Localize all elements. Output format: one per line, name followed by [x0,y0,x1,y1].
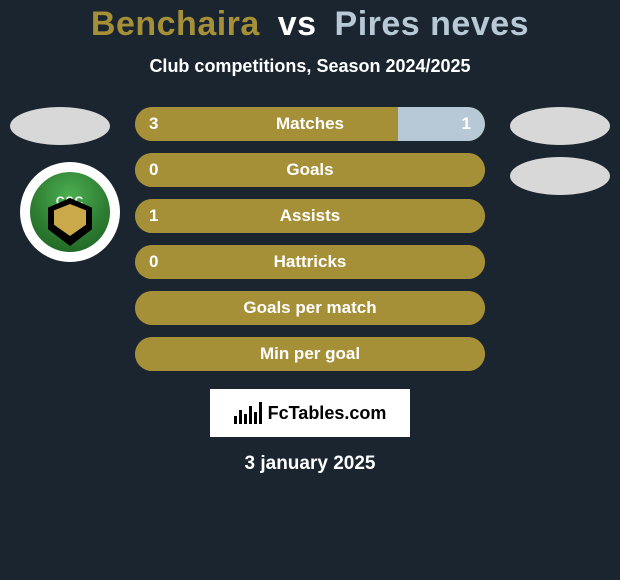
player2-club-placeholder [510,157,610,195]
bar-label: Goals per match [135,298,485,318]
page-title: Benchaira vs Pires neves [0,5,620,44]
player1-avatar-placeholder [10,107,110,145]
title-player1: Benchaira [91,5,260,43]
player2-avatar-placeholder [510,107,610,145]
brand-icon-bar [249,406,252,424]
bar-value-player1: 0 [149,160,158,180]
comparison-bars: Matches31Goals0Assists1Hattricks0Goals p… [135,107,485,371]
bar-value-player2: 1 [462,114,471,134]
date-label: 3 january 2025 [0,453,620,475]
bar-row: Min per goal [135,337,485,371]
bar-label: Assists [135,206,485,226]
brand-text: FcTables.com [268,403,387,424]
bar-value-player1: 0 [149,252,158,272]
club-badge-inner: CSC [30,172,110,252]
main-area: CSC Matches31Goals0Assists1Hattricks0Goa… [0,107,620,371]
brand-icon-bar [244,414,247,424]
brand-icon-bar [254,412,257,424]
brand-icon-bar [239,410,242,424]
bar-row: Assists1 [135,199,485,233]
bar-value-player1: 1 [149,206,158,226]
bar-value-player1: 3 [149,114,158,134]
brand-icon-bar [259,402,262,424]
bar-row: Matches3 1 [135,107,485,141]
brand-icon-bar [234,416,237,424]
bar-label: Goals [135,160,485,180]
bar-row: Goals0 [135,153,485,187]
club-badge-shield-icon [48,198,92,246]
subtitle: Club competitions, Season 2024/2025 [0,56,620,77]
title-vs: vs [278,5,317,43]
infographic-container: Benchaira vs Pires neves Club competitio… [0,0,620,475]
title-player2: Pires neves [335,5,530,43]
bar-label: Matches [135,114,485,134]
brand-chart-icon [234,402,262,424]
bar-row: Goals per match [135,291,485,325]
player1-club-badge: CSC [20,162,120,262]
bar-row: Hattricks0 [135,245,485,279]
bar-label: Hattricks [135,252,485,272]
bar-label: Min per goal [135,344,485,364]
brand-watermark: FcTables.com [210,389,410,437]
